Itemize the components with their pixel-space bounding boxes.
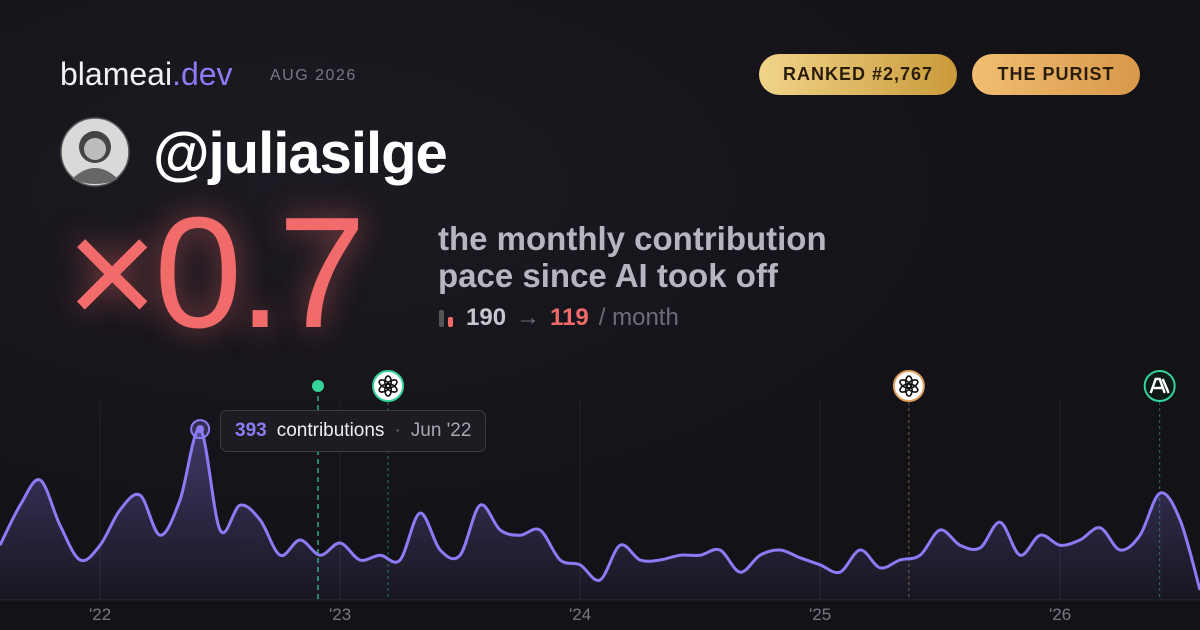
type-badge: THE PURIST: [972, 54, 1140, 95]
logo: [1149, 377, 1170, 394]
pace-before: 190: [466, 304, 507, 331]
tooltip-sep: ·: [394, 420, 401, 441]
headline-line: the monthly contribution: [438, 220, 827, 257]
x-tick-label: '22: [89, 605, 111, 624]
x-tick-label: '24: [569, 605, 591, 624]
logo-petal: [899, 379, 912, 389]
tooltip-value: 393: [235, 420, 267, 441]
logo-petal: [378, 379, 391, 389]
brand: blameai.dev: [60, 56, 233, 93]
pace: 190 → 119 / month: [438, 304, 679, 332]
avatar: [60, 117, 130, 187]
area: [0, 428, 1200, 600]
pace-unit: / month: [598, 304, 679, 331]
x-tick-label: '25: [809, 605, 831, 624]
date: AUG 2026: [270, 67, 357, 84]
tooltip-text: contributions: [276, 420, 385, 441]
pace-arrow: →: [516, 304, 541, 331]
event-badge: [372, 370, 405, 402]
brand-name: blameai: [60, 56, 173, 92]
event-marker: [312, 380, 324, 392]
event-badge: [1143, 370, 1176, 402]
event-marker: [372, 370, 405, 402]
tooltip-date: Jun '22: [410, 420, 472, 441]
headline-text: the monthly contribution pace since AI t…: [438, 220, 827, 294]
rank-badge: RANKED #2,767: [759, 54, 957, 95]
x-tick-label: '23: [329, 605, 351, 624]
highlight-dot: [196, 425, 205, 434]
event-badge: [892, 370, 925, 402]
pace-icon: [439, 310, 453, 327]
multiplier: ×0.7: [66, 185, 366, 361]
x-tick-label: '26: [1049, 605, 1071, 624]
handle: @juliasilge: [153, 121, 448, 186]
event-dot: [312, 380, 324, 392]
brand-tld: .dev: [172, 56, 233, 92]
headline-line: pace since AI took off: [438, 257, 778, 294]
pace-after: 119: [550, 304, 589, 331]
event-marker: [1143, 370, 1176, 402]
tooltip: 393 contributions · Jun '22: [220, 410, 487, 452]
event-marker: [892, 370, 925, 402]
